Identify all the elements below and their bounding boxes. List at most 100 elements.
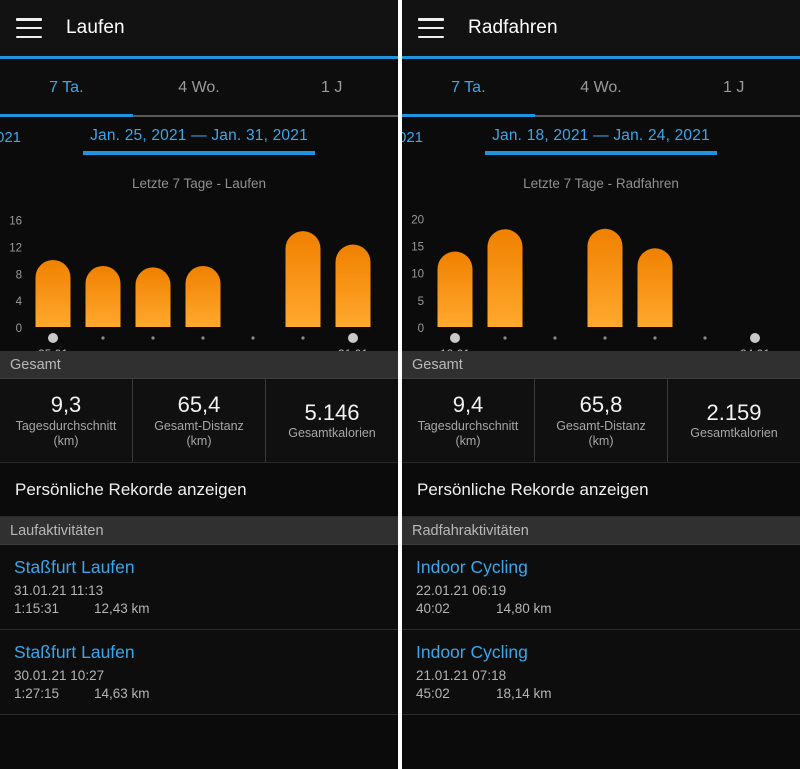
panel-radfahren: Radfahren 7 Ta. 4 Wo. 1 J 021 Jan. 18, 2… bbox=[402, 0, 800, 769]
chart-subtitle: Letzte 7 Tage - Radfahren bbox=[523, 176, 679, 191]
stat-total-calories: 2.159 Gesamtkalorien bbox=[667, 379, 800, 462]
personal-records-link[interactable]: Persönliche Rekorde anzeigen bbox=[402, 463, 800, 517]
stat-label: Tagesdurchschnitt bbox=[417, 418, 519, 433]
svg-text:8: 8 bbox=[16, 269, 22, 281]
list-item[interactable]: Staßfurt Laufen 30.01.21 10:27 1:27:15 1… bbox=[0, 630, 398, 715]
chart-subtitle: Letzte 7 Tage - Laufen bbox=[131, 176, 267, 191]
activity-duration: 1:15:31 bbox=[14, 601, 60, 616]
stat-value: 65,4 bbox=[177, 392, 221, 418]
panel-divider bbox=[398, 0, 402, 769]
tab-underline-track bbox=[402, 115, 800, 117]
list-item[interactable]: Staßfurt Laufen 31.01.21 11:13 1:15:31 1… bbox=[0, 545, 398, 630]
period-tabs: 7 Ta. 4 Wo. 1 J bbox=[402, 59, 800, 117]
activity-datetime: 22.01.21 06:19 bbox=[416, 583, 507, 598]
tab-1-year[interactable]: 1 J bbox=[723, 79, 745, 96]
current-week[interactable]: Jan. 25, 2021 — Jan. 31, 2021 bbox=[83, 127, 315, 155]
activity-duration: 45:02 bbox=[416, 686, 450, 701]
activity-distance: 12,43 km bbox=[94, 601, 150, 616]
activity-datetime: 30.01.21 10:27 bbox=[14, 668, 105, 683]
stat-label: Gesamtkalorien bbox=[690, 426, 778, 441]
tab-4-weeks[interactable]: 4 Wo. bbox=[178, 79, 220, 96]
period-tabs: 7 Ta. 4 Wo. 1 J bbox=[0, 59, 398, 117]
activity-metrics: 1:15:31 12,43 km bbox=[14, 601, 398, 616]
tab-underline-track bbox=[0, 115, 398, 117]
stat-unit: (km) bbox=[588, 434, 614, 449]
activity-title: Indoor Cycling bbox=[416, 557, 528, 577]
weekly-bar-chart[interactable]: 0 5 10 15 20 18.01 24.01 bbox=[402, 201, 800, 351]
svg-text:0: 0 bbox=[16, 323, 22, 335]
week-selector: 021 Jan. 25, 2021 — Jan. 31, 2021 bbox=[0, 117, 398, 165]
activity-metrics: 1:27:15 14,63 km bbox=[14, 686, 398, 701]
totals-stats: 9,4 Tagesdurchschnitt (km) 65,8 Gesamt-D… bbox=[402, 379, 800, 463]
previous-week-label[interactable]: 021 bbox=[402, 129, 424, 146]
totals-stats: 9,3 Tagesdurchschnitt (km) 65,4 Gesamt-D… bbox=[0, 379, 398, 463]
stat-value: 2.159 bbox=[706, 399, 762, 425]
accent-divider bbox=[402, 56, 800, 59]
activity-distance: 18,14 km bbox=[496, 686, 552, 701]
app-bar: Radfahren bbox=[402, 0, 800, 56]
tab-active-indicator bbox=[402, 114, 535, 117]
list-item[interactable]: Indoor Cycling 21.01.21 07:18 45:02 18,1… bbox=[402, 630, 800, 715]
svg-text:0: 0 bbox=[418, 323, 424, 335]
activity-title: Indoor Cycling bbox=[416, 642, 528, 662]
stat-value: 5.146 bbox=[304, 399, 360, 425]
bar-chart-svg: 0 4 8 12 16 25.01 31.01 bbox=[9, 216, 371, 351]
stat-label: Gesamt-Distanz bbox=[154, 418, 244, 433]
list-item[interactable]: Indoor Cycling 22.01.21 06:19 40:02 14,8… bbox=[402, 545, 800, 630]
current-week-indicator bbox=[485, 151, 717, 155]
hamburger-menu-icon[interactable] bbox=[16, 18, 42, 38]
stat-value: 9,4 bbox=[452, 392, 484, 418]
stat-label: Gesamtkalorien bbox=[288, 426, 376, 441]
accent-divider bbox=[0, 56, 398, 59]
totals-section-header: Gesamt bbox=[402, 351, 800, 379]
activity-title: Staßfurt Laufen bbox=[14, 642, 135, 662]
current-week[interactable]: Jan. 18, 2021 — Jan. 24, 2021 bbox=[485, 127, 717, 155]
svg-text:5: 5 bbox=[418, 296, 424, 308]
activity-datetime: 21.01.21 07:18 bbox=[416, 668, 507, 683]
weekly-bar-chart[interactable]: 0 4 8 12 16 25.01 31.01 bbox=[0, 201, 398, 351]
current-week-label: Jan. 18, 2021 — Jan. 24, 2021 bbox=[492, 127, 710, 145]
stat-label: Gesamt-Distanz bbox=[556, 418, 646, 433]
activities-section-header: Laufaktivitäten bbox=[0, 517, 398, 545]
svg-text:12: 12 bbox=[9, 243, 22, 255]
activity-duration: 1:27:15 bbox=[14, 686, 60, 701]
activity-metrics: 45:02 18,14 km bbox=[416, 686, 800, 701]
stat-unit: (km) bbox=[53, 434, 79, 449]
svg-text:31.01: 31.01 bbox=[338, 347, 368, 351]
activity-duration: 40:02 bbox=[416, 601, 450, 616]
svg-text:15: 15 bbox=[411, 242, 424, 254]
stat-value: 65,8 bbox=[579, 392, 623, 418]
personal-records-link[interactable]: Persönliche Rekorde anzeigen bbox=[0, 463, 398, 517]
activity-metrics: 40:02 14,80 km bbox=[416, 601, 800, 616]
stat-total-distance: 65,8 Gesamt-Distanz (km) bbox=[534, 379, 667, 462]
page-title: Laufen bbox=[66, 17, 125, 38]
activity-distance: 14,80 km bbox=[496, 601, 552, 616]
svg-text:24.01: 24.01 bbox=[740, 347, 770, 351]
svg-text:16: 16 bbox=[9, 216, 22, 228]
current-week-indicator bbox=[83, 151, 315, 155]
svg-text:25.01: 25.01 bbox=[38, 347, 68, 351]
stat-unit: (km) bbox=[455, 434, 481, 449]
page-title: Radfahren bbox=[468, 17, 558, 38]
tab-7-days[interactable]: 7 Ta. bbox=[451, 79, 486, 96]
stat-total-calories: 5.146 Gesamtkalorien bbox=[265, 379, 398, 462]
activity-datetime: 31.01.21 11:13 bbox=[14, 583, 104, 598]
tab-active-indicator bbox=[0, 114, 133, 117]
activity-distance: 14,63 km bbox=[94, 686, 150, 701]
totals-section-header: Gesamt bbox=[0, 351, 398, 379]
hamburger-menu-icon[interactable] bbox=[418, 18, 444, 38]
svg-text:10: 10 bbox=[411, 269, 424, 281]
stat-daily-average: 9,3 Tagesdurchschnitt (km) bbox=[0, 379, 132, 462]
activity-title: Staßfurt Laufen bbox=[14, 557, 135, 577]
stat-unit: (km) bbox=[186, 434, 212, 449]
tab-1-year[interactable]: 1 J bbox=[321, 79, 343, 96]
app-bar: Laufen bbox=[0, 0, 398, 56]
previous-week-label[interactable]: 021 bbox=[0, 129, 22, 146]
tab-4-weeks[interactable]: 4 Wo. bbox=[580, 79, 622, 96]
panel-laufen: Laufen 7 Ta. 4 Wo. 1 J 021 Jan. 25, 2021… bbox=[0, 0, 398, 769]
stat-value: 9,3 bbox=[50, 392, 82, 418]
tab-7-days[interactable]: 7 Ta. bbox=[49, 79, 84, 96]
activities-section-header: Radfahraktivitäten bbox=[402, 517, 800, 545]
current-week-label: Jan. 25, 2021 — Jan. 31, 2021 bbox=[90, 127, 308, 145]
